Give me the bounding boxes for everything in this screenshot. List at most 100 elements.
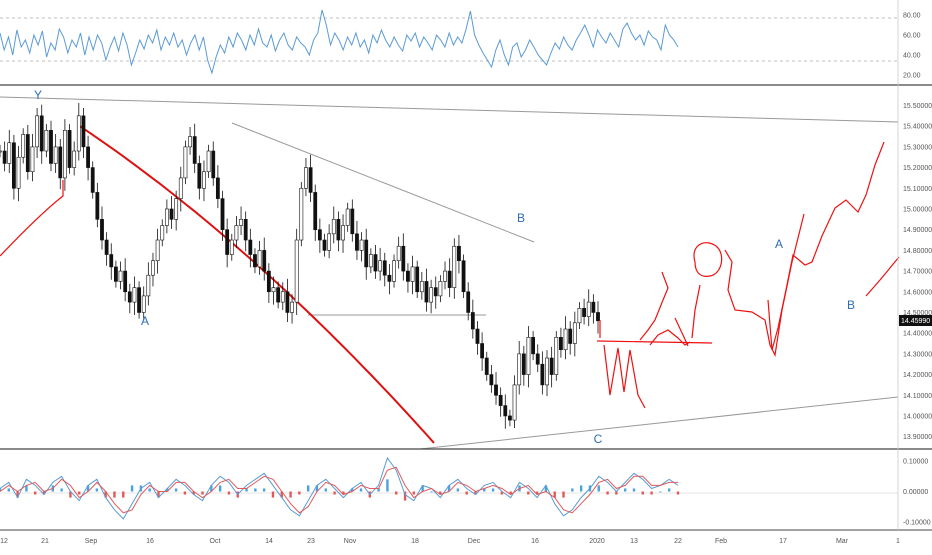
rsi-tick-label: 60.00 (903, 33, 921, 40)
candle-body (299, 187, 304, 241)
price-tick-label: 15.30000 (903, 144, 932, 151)
macd-histogram-bar (280, 491, 283, 498)
wave-label-group: Y A B C A B (34, 88, 855, 446)
candle-body (220, 198, 225, 230)
price-tick-label: 15.00000 (903, 206, 932, 213)
macd-histogram-bar (351, 488, 354, 492)
candle-body (192, 136, 197, 164)
candle-body (113, 266, 118, 282)
candle-body (568, 328, 573, 344)
candle-body (480, 343, 485, 359)
candle-body (498, 394, 503, 406)
price-tick-label: 14.00000 (903, 413, 932, 420)
macd-histogram-bar (324, 488, 327, 492)
wave-label: A (775, 237, 783, 251)
macd-histogram-bar (403, 491, 407, 501)
price-tick-label: 14.90000 (903, 227, 932, 234)
macd-histogram-bar (527, 491, 530, 495)
drawing-hook (674, 317, 689, 347)
wave-label: A (141, 314, 149, 328)
candle-body (215, 177, 220, 199)
candle-body (382, 260, 387, 276)
price-tick-label: 14.30000 (903, 351, 932, 358)
candle-body (127, 291, 132, 303)
candle-body (521, 353, 526, 375)
x-tick-label: 18 (411, 538, 419, 545)
candle-body (596, 312, 600, 322)
candle-body (229, 239, 234, 255)
candle-body (0, 150, 2, 153)
candle-body (16, 156, 21, 189)
candle-body (81, 115, 86, 148)
macd-histogram-bar (465, 491, 468, 495)
candle-body (160, 225, 165, 241)
candle-body (591, 301, 596, 313)
candle-body (7, 142, 12, 164)
x-tick-label: Oct (210, 538, 221, 545)
macd-histogram-bar (262, 488, 266, 492)
candle-body (137, 287, 141, 313)
drawing-circle (693, 242, 723, 277)
x-tick-label: 1 (896, 538, 900, 545)
x-tick-label: 21 (41, 538, 49, 545)
candle-body (197, 163, 202, 189)
candle-body (276, 287, 281, 303)
macd-histogram-bar (271, 491, 275, 498)
candle-body (401, 245, 406, 272)
macd-histogram-bar (245, 488, 248, 492)
macd-histogram-bar (430, 491, 433, 493)
candle-body (392, 260, 396, 282)
candle-body (146, 274, 151, 297)
candle-body (151, 260, 155, 276)
candle-body (86, 146, 90, 168)
candle-body (470, 312, 475, 330)
macd-histogram-bar (676, 491, 680, 495)
candle-body (517, 353, 522, 386)
candle-body (313, 192, 318, 230)
x-tick-label: 16 (531, 538, 539, 545)
macd-histogram-bar (342, 491, 345, 495)
candle-body (141, 295, 146, 313)
candle-body (586, 301, 591, 317)
macd-histogram-bar (289, 491, 292, 498)
macd-histogram-bar (553, 491, 556, 498)
candle-body (109, 254, 114, 268)
candle-body (331, 219, 336, 235)
macd-histogram-bar (377, 488, 380, 492)
candle-body (95, 192, 100, 220)
candle-body (559, 337, 563, 351)
x-tick-label: 23 (307, 538, 315, 545)
candle-body (49, 130, 53, 164)
macd-histogram-bar (386, 479, 389, 492)
drawing-wave-b (767, 141, 885, 351)
macd-histogram-bar (104, 491, 107, 498)
x-tick-label: 14 (265, 538, 273, 545)
candle-body (531, 337, 536, 355)
candle-body (100, 219, 104, 241)
candle-body (438, 281, 443, 297)
candle-body (155, 239, 160, 262)
macd-histogram-bar (60, 488, 63, 492)
upper-trendline (0, 96, 899, 123)
wave-label: B (847, 298, 855, 312)
candle-body (206, 150, 211, 173)
macd-histogram-bar (615, 491, 618, 495)
candle-body (484, 357, 489, 375)
macd-histogram-bar (298, 491, 301, 495)
candle-body (466, 291, 471, 313)
candle-body (540, 363, 545, 386)
descending-trendline (231, 122, 535, 243)
macd-histogram-bar (483, 488, 486, 492)
candle-body (257, 250, 262, 268)
macd-histogram-bar (562, 491, 565, 498)
macd-histogram-bar (254, 488, 257, 492)
candle-body (183, 146, 188, 179)
macd-histogram-bar (571, 488, 574, 492)
macd-histogram-bar (650, 491, 653, 495)
macd-histogram-bar (474, 491, 477, 495)
x-tick-label: 22 (674, 538, 682, 545)
candle-body (336, 219, 341, 241)
